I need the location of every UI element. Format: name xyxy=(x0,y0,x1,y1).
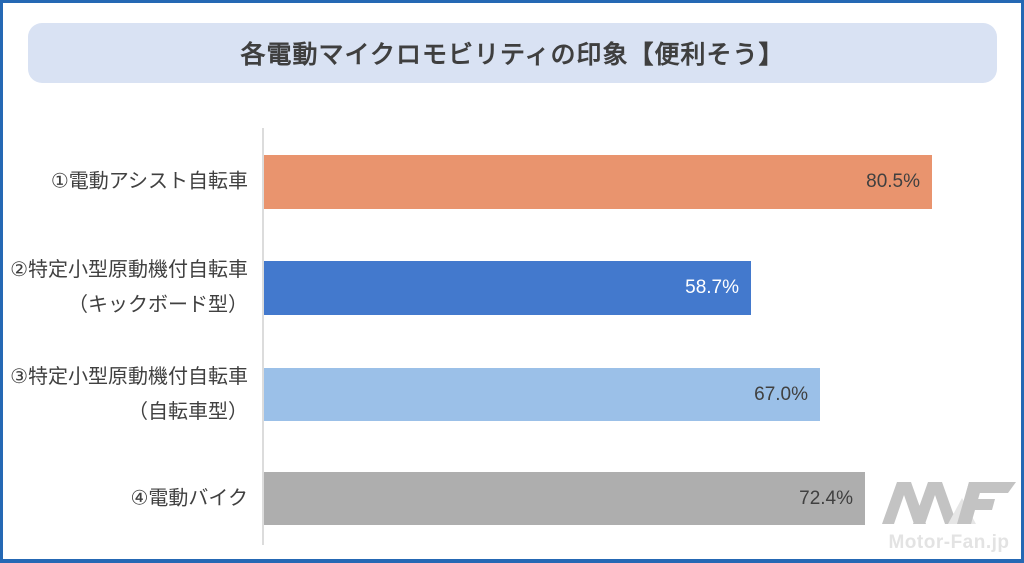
chart-title: 各電動マイクロモビリティの印象【便利そう】 xyxy=(240,41,785,69)
category-label-1: ①電動アシスト自転車 xyxy=(50,170,248,193)
category-label-2: ②特定小型原動機付自転車 （キックボード型） xyxy=(10,259,248,316)
watermark: Motor-Fan.jp xyxy=(881,482,1017,554)
bar-3: 67.0% xyxy=(264,368,820,421)
watermark-text: Motor-Fan.jp xyxy=(888,532,1010,553)
data-label-2: 58.7% xyxy=(685,277,739,298)
y-axis-line xyxy=(262,128,264,545)
plot-area: ①電動アシスト自転車 80.5% ②特定小型原動機付自転車 （キックボード型） 58.7… xyxy=(3,3,1021,559)
category-label-4: ④電動バイク xyxy=(130,487,248,509)
motor-fan-logo-icon xyxy=(882,482,1016,524)
bar-2: 58.7% xyxy=(264,261,751,315)
title-banner: 各電動マイクロモビリティの印象【便利そう】 xyxy=(28,23,997,83)
data-label-1: 80.5% xyxy=(866,171,920,192)
bar-4: 72.4% xyxy=(264,472,865,525)
data-label-4: 72.4% xyxy=(799,487,853,509)
bar-1: 80.5% xyxy=(264,155,932,209)
category-label-3: ③特定小型原動機付自転車 （自転車型） xyxy=(10,365,248,423)
data-label-3: 67.0% xyxy=(754,383,808,405)
